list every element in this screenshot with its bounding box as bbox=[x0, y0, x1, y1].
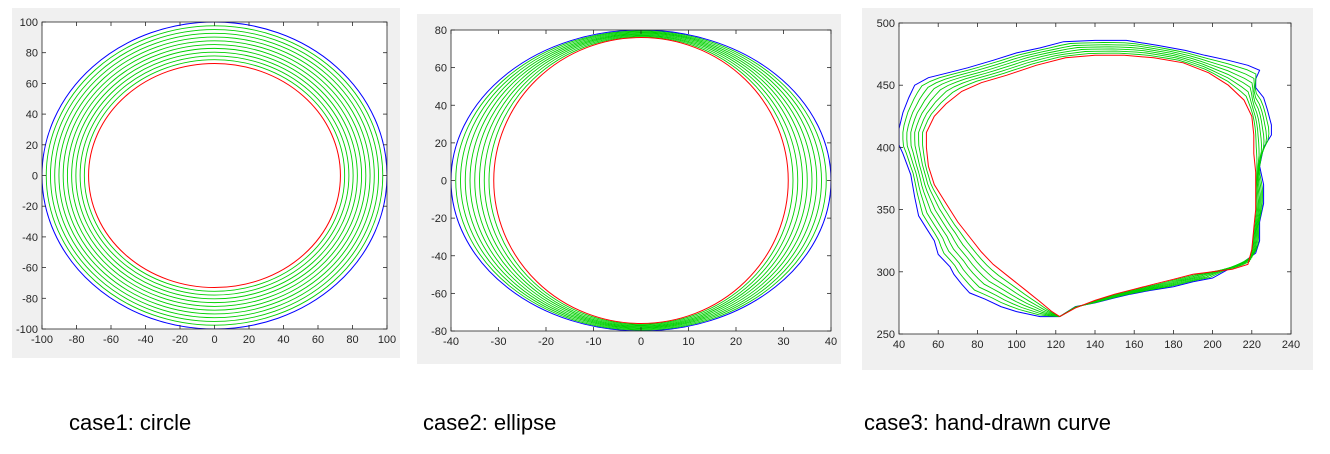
x-tick-label: -60 bbox=[103, 334, 119, 346]
chart-svg-circle: -100 -80 -60 -40 -20 0 20 40 60 80 100 -100 -80 -60 -4… bbox=[16, 17, 396, 346]
x-tick-label: 0 bbox=[211, 334, 217, 346]
intermediate-curve-2 bbox=[50, 29, 379, 322]
x-tick-label: -40 bbox=[443, 336, 459, 348]
intermediate-curve-8 bbox=[75, 51, 354, 300]
chart-svg-ellipse: -40 -30 -20 -10 0 10 20 30 40 -80 -60 -40 -20 0 20 40 60… bbox=[431, 25, 837, 348]
curves-hand-drawn bbox=[899, 39, 1272, 318]
y-tick-label: 350 bbox=[877, 205, 895, 217]
x-tick-label: 80 bbox=[346, 334, 358, 346]
caption-case3: case3: hand-drawn curve bbox=[864, 410, 1112, 435]
chart-panel-circle: -100 -80 -60 -40 -20 0 20 40 60 80 100 -100 -80 -60 -4… bbox=[12, 8, 400, 358]
plot-area-ellipse bbox=[451, 30, 831, 331]
intermediate-curve-6 bbox=[479, 34, 803, 327]
x-tick-label: -80 bbox=[69, 334, 85, 346]
y-tick-label: 100 bbox=[20, 17, 38, 29]
y-tick-label: 80 bbox=[435, 25, 447, 37]
inner-curve bbox=[925, 54, 1257, 318]
x-tick-label: 40 bbox=[277, 334, 289, 346]
y-tick-label: 450 bbox=[877, 80, 895, 92]
y-tick-label: -60 bbox=[22, 263, 38, 275]
y-tick-label: 0 bbox=[32, 171, 38, 183]
x-tick-label: -20 bbox=[172, 334, 188, 346]
curves-circle bbox=[42, 22, 387, 329]
x-tick-label: -100 bbox=[31, 334, 53, 346]
x-tick-label: 60 bbox=[932, 339, 944, 351]
y-tick-label: 0 bbox=[441, 176, 447, 188]
caption-case2: case2: ellipse bbox=[423, 410, 557, 435]
plot-area-hand-drawn bbox=[899, 23, 1291, 334]
x-tick-label: 220 bbox=[1243, 339, 1261, 351]
intermediate-curve-6 bbox=[922, 52, 1258, 318]
chart-panel-ellipse: -40 -30 -20 -10 0 10 20 30 40 -80 -60 -40 -20 0 20 40 60… bbox=[417, 14, 841, 364]
x-tick-label: 20 bbox=[730, 336, 742, 348]
intermediate-curve-7 bbox=[71, 47, 358, 304]
intermediate-curve-5 bbox=[474, 33, 808, 328]
x-tick-label: 40 bbox=[893, 339, 905, 351]
y-tick-label: -60 bbox=[431, 288, 447, 300]
intermediate-curve-4 bbox=[58, 36, 371, 315]
y-tick-label: 60 bbox=[435, 63, 447, 75]
x-tick-label: 140 bbox=[1086, 339, 1104, 351]
x-tick-label: -20 bbox=[538, 336, 554, 348]
x-tick-label: 0 bbox=[638, 336, 644, 348]
x-tick-label: 160 bbox=[1125, 339, 1143, 351]
intermediate-curve-10 bbox=[83, 59, 346, 292]
intermediate-curve-4 bbox=[914, 48, 1262, 318]
y-tick-label: -20 bbox=[431, 213, 447, 225]
y-tick-label: -40 bbox=[431, 251, 447, 263]
y-tick-label: -20 bbox=[22, 201, 38, 213]
intermediate-curve-9 bbox=[79, 55, 350, 296]
x-tick-label: -30 bbox=[491, 336, 507, 348]
intermediate-curve-7 bbox=[483, 35, 799, 326]
x-tick-label: 10 bbox=[682, 336, 694, 348]
y-tick-label: 40 bbox=[435, 100, 447, 112]
y-tick-label: 20 bbox=[435, 138, 447, 150]
y-tick-label: 250 bbox=[877, 329, 895, 341]
y-tick-label: -80 bbox=[22, 293, 38, 305]
x-tick-label: 20 bbox=[243, 334, 255, 346]
intermediate-curve-3 bbox=[54, 32, 375, 319]
chart-panel-hand-drawn: 40 60 80 100 120 140 160 180 200 220 240 250 300 350 4… bbox=[862, 8, 1313, 370]
x-tick-label: 240 bbox=[1282, 339, 1300, 351]
y-tick-label: 400 bbox=[877, 142, 895, 154]
y-tick-label: 20 bbox=[26, 140, 38, 152]
caption-case1: case1: circle bbox=[69, 410, 192, 435]
y-tick-label: -100 bbox=[16, 324, 38, 336]
y-tick-label: 80 bbox=[26, 48, 38, 60]
intermediate-curve-5 bbox=[62, 40, 367, 311]
intermediate-curve-6 bbox=[66, 44, 363, 307]
y-tick-label: 300 bbox=[877, 267, 895, 279]
intermediate-curve-8 bbox=[488, 36, 794, 325]
x-tick-label: 200 bbox=[1203, 339, 1221, 351]
x-tick-label: 100 bbox=[378, 334, 396, 346]
intermediate-curve-5 bbox=[918, 50, 1260, 318]
x-tick-label: -40 bbox=[138, 334, 154, 346]
x-tick-label: 60 bbox=[312, 334, 324, 346]
y-tick-label: 500 bbox=[877, 18, 895, 30]
x-tick-label: 180 bbox=[1164, 339, 1182, 351]
x-tick-label: 30 bbox=[777, 336, 789, 348]
inner-curve bbox=[88, 62, 341, 289]
y-tick-label: -80 bbox=[431, 326, 447, 338]
x-tick-label: -10 bbox=[586, 336, 602, 348]
x-tick-label: 100 bbox=[1007, 339, 1025, 351]
x-tick-label: 120 bbox=[1047, 339, 1065, 351]
inner-curve bbox=[493, 37, 789, 324]
x-tick-label: 40 bbox=[825, 336, 837, 348]
plot-area-circle bbox=[42, 22, 387, 329]
x-tick-label: 80 bbox=[971, 339, 983, 351]
y-tick-label: 40 bbox=[26, 109, 38, 121]
chart-svg-hand-drawn: 40 60 80 100 120 140 160 180 200 220 240 250 300 350 4… bbox=[877, 18, 1301, 351]
y-tick-label: -40 bbox=[22, 232, 38, 244]
y-tick-label: 60 bbox=[26, 78, 38, 90]
